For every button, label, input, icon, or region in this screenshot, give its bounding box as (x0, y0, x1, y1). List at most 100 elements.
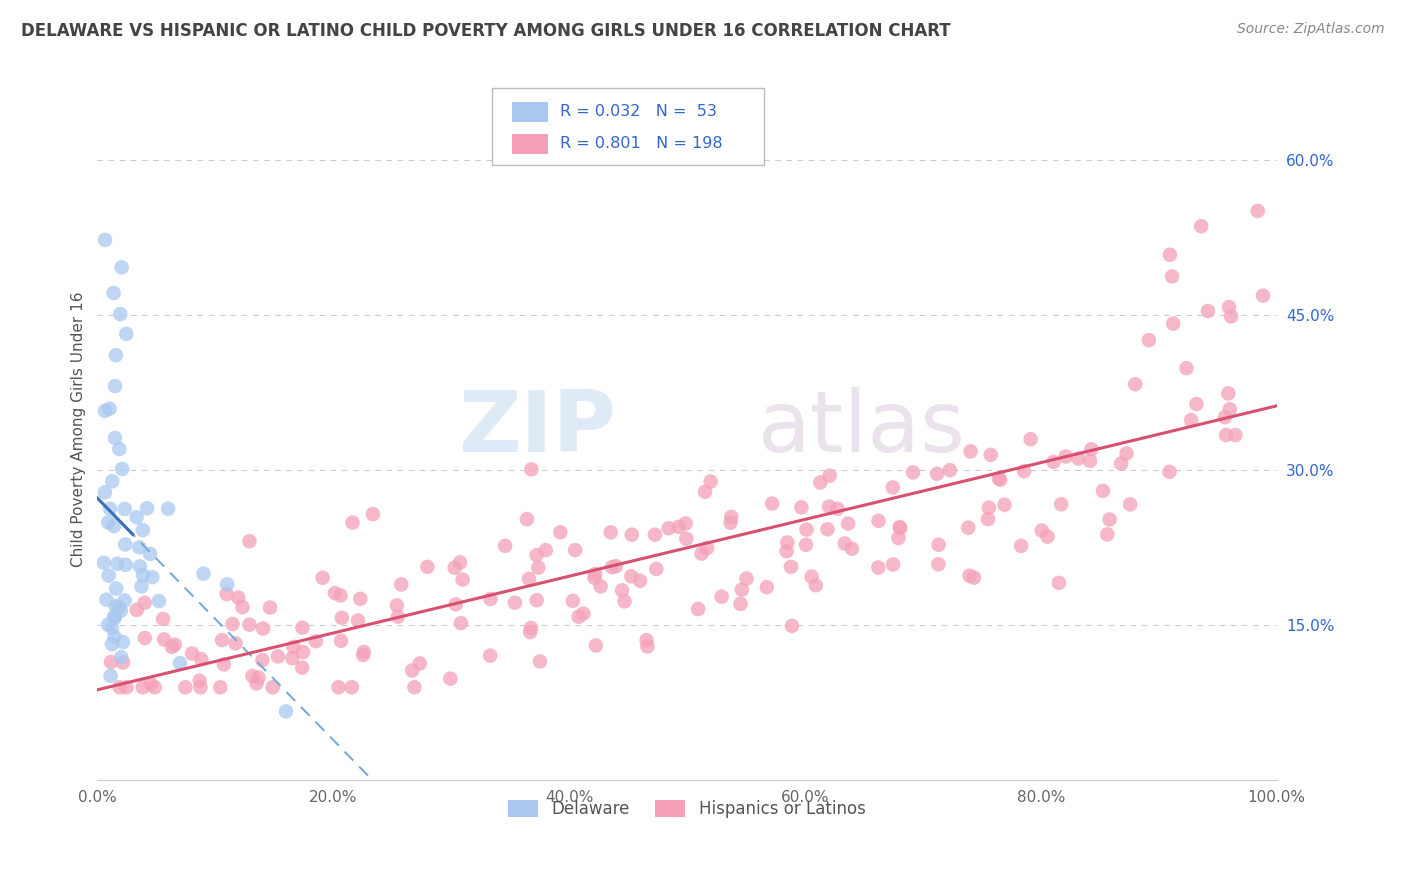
Point (97, 617, 120, 632)
Point (104, 599, 127, 614)
Point (103, 630, 125, 644)
Point (583, 571, 606, 585)
Point (1251, 288, 1274, 302)
Point (439, 672, 461, 686)
Point (283, 640, 305, 654)
Y-axis label: Child Poverty Among Girls Under 16: Child Poverty Among Girls Under 16 (72, 291, 86, 566)
Point (101, 621, 124, 635)
Point (977, 500, 1000, 515)
Point (211, 633, 233, 648)
Point (104, 379, 127, 393)
Point (105, 582, 128, 596)
Point (928, 538, 950, 552)
Text: DELAWARE VS HISPANIC OR LATINO CHILD POVERTY AMONG GIRLS UNDER 16 CORRELATION CH: DELAWARE VS HISPANIC OR LATINO CHILD POV… (21, 22, 950, 40)
Point (416, 559, 439, 574)
Point (238, 534, 260, 549)
Point (328, 680, 350, 694)
Point (330, 611, 353, 625)
Point (1159, 465, 1181, 479)
Text: R = 0.801   N = 198: R = 0.801 N = 198 (560, 136, 723, 151)
Point (794, 538, 817, 552)
Point (1220, 310, 1243, 324)
Point (193, 566, 215, 581)
Point (97, 568, 120, 582)
Point (1036, 530, 1059, 544)
Legend: Delaware, Hispanics or Latinos: Delaware, Hispanics or Latinos (502, 793, 872, 825)
Point (100, 655, 122, 669)
Point (889, 520, 911, 534)
Point (160, 640, 183, 654)
Point (868, 560, 890, 574)
Point (668, 520, 690, 534)
Point (613, 594, 636, 608)
Point (444, 598, 467, 612)
Point (1218, 300, 1240, 314)
Point (644, 527, 666, 541)
Point (927, 558, 949, 572)
Point (104, 348, 127, 362)
Point (534, 543, 557, 558)
Point (494, 539, 516, 553)
Point (100, 669, 122, 683)
Text: ZIP: ZIP (458, 387, 616, 470)
Point (449, 555, 471, 569)
Point (520, 621, 543, 635)
Point (827, 501, 849, 516)
Point (114, 593, 136, 607)
Point (987, 471, 1010, 485)
Point (323, 586, 346, 600)
Point (550, 525, 572, 540)
Point (1010, 539, 1032, 553)
Point (841, 541, 863, 556)
Point (104, 431, 127, 445)
Point (404, 680, 426, 694)
Point (329, 589, 352, 603)
Point (1019, 432, 1042, 446)
Point (209, 680, 232, 694)
Point (527, 560, 550, 574)
Point (1225, 428, 1247, 442)
Point (153, 632, 176, 647)
Point (720, 516, 742, 530)
Point (132, 680, 155, 694)
Point (1115, 446, 1137, 460)
Point (111, 635, 134, 649)
Point (231, 600, 253, 615)
Point (620, 569, 643, 583)
Point (1189, 219, 1212, 234)
Point (132, 568, 155, 582)
Point (868, 514, 890, 528)
Point (963, 571, 986, 585)
Point (347, 614, 370, 628)
Point (1159, 248, 1181, 262)
Point (800, 569, 823, 583)
Point (889, 521, 911, 535)
Point (1097, 527, 1119, 541)
Text: Source: ZipAtlas.com: Source: ZipAtlas.com (1237, 22, 1385, 37)
Point (901, 466, 924, 480)
Point (1247, 203, 1270, 218)
Point (526, 548, 548, 562)
Point (141, 570, 163, 584)
Point (103, 609, 125, 624)
Point (583, 566, 606, 581)
Point (108, 600, 131, 615)
Point (589, 579, 612, 593)
Point (274, 705, 297, 719)
Point (267, 649, 290, 664)
Point (720, 509, 742, 524)
Point (215, 577, 238, 591)
Point (780, 559, 803, 574)
Point (561, 594, 583, 608)
Point (645, 562, 668, 576)
Point (516, 512, 538, 526)
Point (349, 591, 371, 606)
Point (451, 573, 474, 587)
Point (114, 502, 136, 516)
Point (389, 577, 412, 591)
Point (808, 475, 831, 490)
Point (1091, 483, 1114, 498)
Point (939, 463, 962, 477)
Point (94, 485, 117, 500)
Point (157, 501, 180, 516)
